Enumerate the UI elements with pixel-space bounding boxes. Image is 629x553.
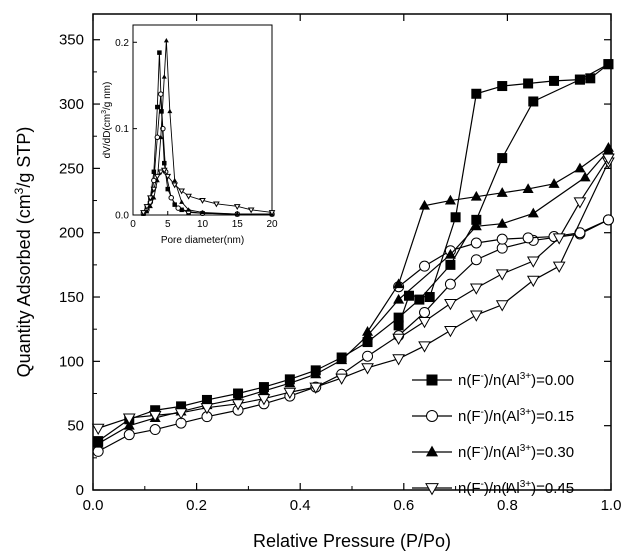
legend-marker-0 bbox=[427, 375, 438, 386]
legend-label-part: )/n(Al bbox=[484, 480, 520, 497]
legend-label-part: )/n(Al bbox=[484, 372, 520, 389]
y-tick-label: 50 bbox=[67, 418, 84, 435]
legend-label-part: n(F bbox=[458, 372, 481, 389]
series-0-desorption-point-8 bbox=[425, 292, 435, 302]
series-0-adsorption-point-16 bbox=[528, 96, 538, 106]
inset-x-tick-label: 20 bbox=[266, 219, 278, 230]
legend-label-part: )=0.45 bbox=[531, 480, 574, 497]
x-tick-label: 0.0 bbox=[83, 497, 104, 514]
legend-label-part: )/n(Al bbox=[484, 444, 520, 461]
inset-series-0-point-7 bbox=[162, 161, 167, 166]
legend-label-sup: 3+ bbox=[520, 479, 532, 490]
y-tick-label: 350 bbox=[59, 32, 84, 49]
series-0-desorption-point-2 bbox=[575, 75, 585, 85]
y-tick-label: 300 bbox=[59, 96, 84, 113]
legend-label-part: n(F bbox=[458, 408, 481, 425]
x-axis-label: Relative Pressure (P/Po) bbox=[253, 531, 451, 551]
series-0-desorption-point-10 bbox=[394, 320, 404, 330]
inset-x-tick-label: 10 bbox=[197, 219, 209, 230]
y-axis-label: Quantity Adsorbed (cm3/g STP) bbox=[12, 127, 34, 378]
series-0-desorption-point-9 bbox=[404, 291, 414, 301]
series-1-adsorption-point-1 bbox=[124, 430, 134, 440]
series-1-adsorption-point-10 bbox=[363, 351, 373, 361]
series-0-desorption-point-5 bbox=[497, 81, 507, 91]
legend-label-part: n(F bbox=[458, 480, 481, 497]
series-0-desorption-point-4 bbox=[523, 78, 533, 88]
inset-x-tick-label: 5 bbox=[165, 219, 171, 230]
series-1-desorption-point-3 bbox=[523, 233, 533, 243]
series-1-adsorption-point-13 bbox=[445, 279, 455, 289]
series-1-adsorption-point-3 bbox=[176, 418, 186, 428]
inset-y-axis-label: dV/dD(cm3/g nm) bbox=[101, 82, 113, 159]
series-1-adsorption-point-0 bbox=[93, 446, 103, 456]
legend-marker-1 bbox=[427, 411, 438, 422]
inset-series-1-point-8 bbox=[169, 195, 174, 200]
legend-label-part: )=0.00 bbox=[531, 372, 574, 389]
inset-y-tick-label: 0.1 bbox=[115, 124, 129, 135]
y-tick-label: 200 bbox=[59, 225, 84, 242]
y-tick-label: 150 bbox=[59, 289, 84, 306]
legend-label-part: )=0.15 bbox=[531, 408, 574, 425]
series-1-adsorption-point-2 bbox=[150, 425, 160, 435]
legend-label-part: )=0.30 bbox=[531, 444, 574, 461]
x-tick-label: 1.0 bbox=[601, 497, 622, 514]
legend-label-part: )/n(Al bbox=[484, 408, 520, 425]
legend-label-sup: 3+ bbox=[520, 407, 532, 418]
y-axis-label-part: /g STP) bbox=[14, 127, 34, 188]
series-0-desorption-point-7 bbox=[451, 212, 461, 222]
inset-series-1-point-9 bbox=[176, 206, 181, 211]
legend-label-sup: 3+ bbox=[520, 443, 532, 454]
inset-series-0-point-4 bbox=[155, 105, 160, 110]
inset-frame bbox=[133, 25, 272, 215]
x-tick-label: 0.2 bbox=[186, 497, 207, 514]
series-0-desorption-point-1 bbox=[585, 73, 595, 83]
y-tick-label: 0 bbox=[76, 482, 84, 499]
legend-label-3: n(F-)/n(Al3+)=0.45 bbox=[458, 479, 574, 497]
series-0-desorption-point-0 bbox=[603, 59, 613, 69]
legend-label-part: n(F bbox=[458, 444, 481, 461]
x-tick-label: 0.4 bbox=[290, 497, 311, 514]
legend-label-0: n(F-)/n(Al3+)=0.00 bbox=[458, 371, 574, 389]
series-0-adsorption-point-15 bbox=[497, 153, 507, 163]
x-tick-label: 0.8 bbox=[497, 497, 518, 514]
inset-y-axis-label-part: /g nm) bbox=[102, 82, 113, 110]
series-1-desorption-point-5 bbox=[471, 238, 481, 248]
series-0-desorption-point-3 bbox=[549, 76, 559, 86]
y-axis-label-part: Quantity Adsorbed (cm bbox=[14, 194, 34, 377]
series-0-desorption-point-6 bbox=[471, 89, 481, 99]
inset-y-tick-label: 0.0 bbox=[115, 211, 129, 222]
y-tick-label: 100 bbox=[59, 353, 84, 370]
x-tick-label: 0.6 bbox=[393, 497, 414, 514]
inset-series-0-point-5 bbox=[157, 50, 162, 55]
y-tick-label: 250 bbox=[59, 160, 84, 177]
legend-label-1: n(F-)/n(Al3+)=0.15 bbox=[458, 407, 574, 425]
inset-series-0-point-3 bbox=[152, 170, 157, 175]
inset-x-axis-label: Pore diameter(nm) bbox=[161, 235, 244, 246]
legend-label-2: n(F-)/n(Al3+)=0.30 bbox=[458, 443, 574, 461]
series-1-desorption-point-4 bbox=[497, 234, 507, 244]
series-1-desorption-point-7 bbox=[420, 261, 430, 271]
inset-x-tick-label: 0 bbox=[130, 219, 136, 230]
series-1-desorption-point-0 bbox=[603, 215, 613, 225]
legend-label-sup: 3+ bbox=[520, 371, 532, 382]
series-1-adsorption-point-14 bbox=[471, 255, 481, 265]
series-1-adsorption-point-15 bbox=[497, 243, 507, 253]
inset-x-tick-label: 15 bbox=[232, 219, 244, 230]
inset-y-axis-label-part: dV/dD(cm bbox=[102, 114, 113, 158]
inset-y-tick-label: 0.2 bbox=[115, 38, 129, 49]
series-0-adsorption-point-13 bbox=[445, 260, 455, 270]
series-1-adsorption-point-12 bbox=[420, 307, 430, 317]
inset-series-1-point-5 bbox=[159, 92, 164, 97]
